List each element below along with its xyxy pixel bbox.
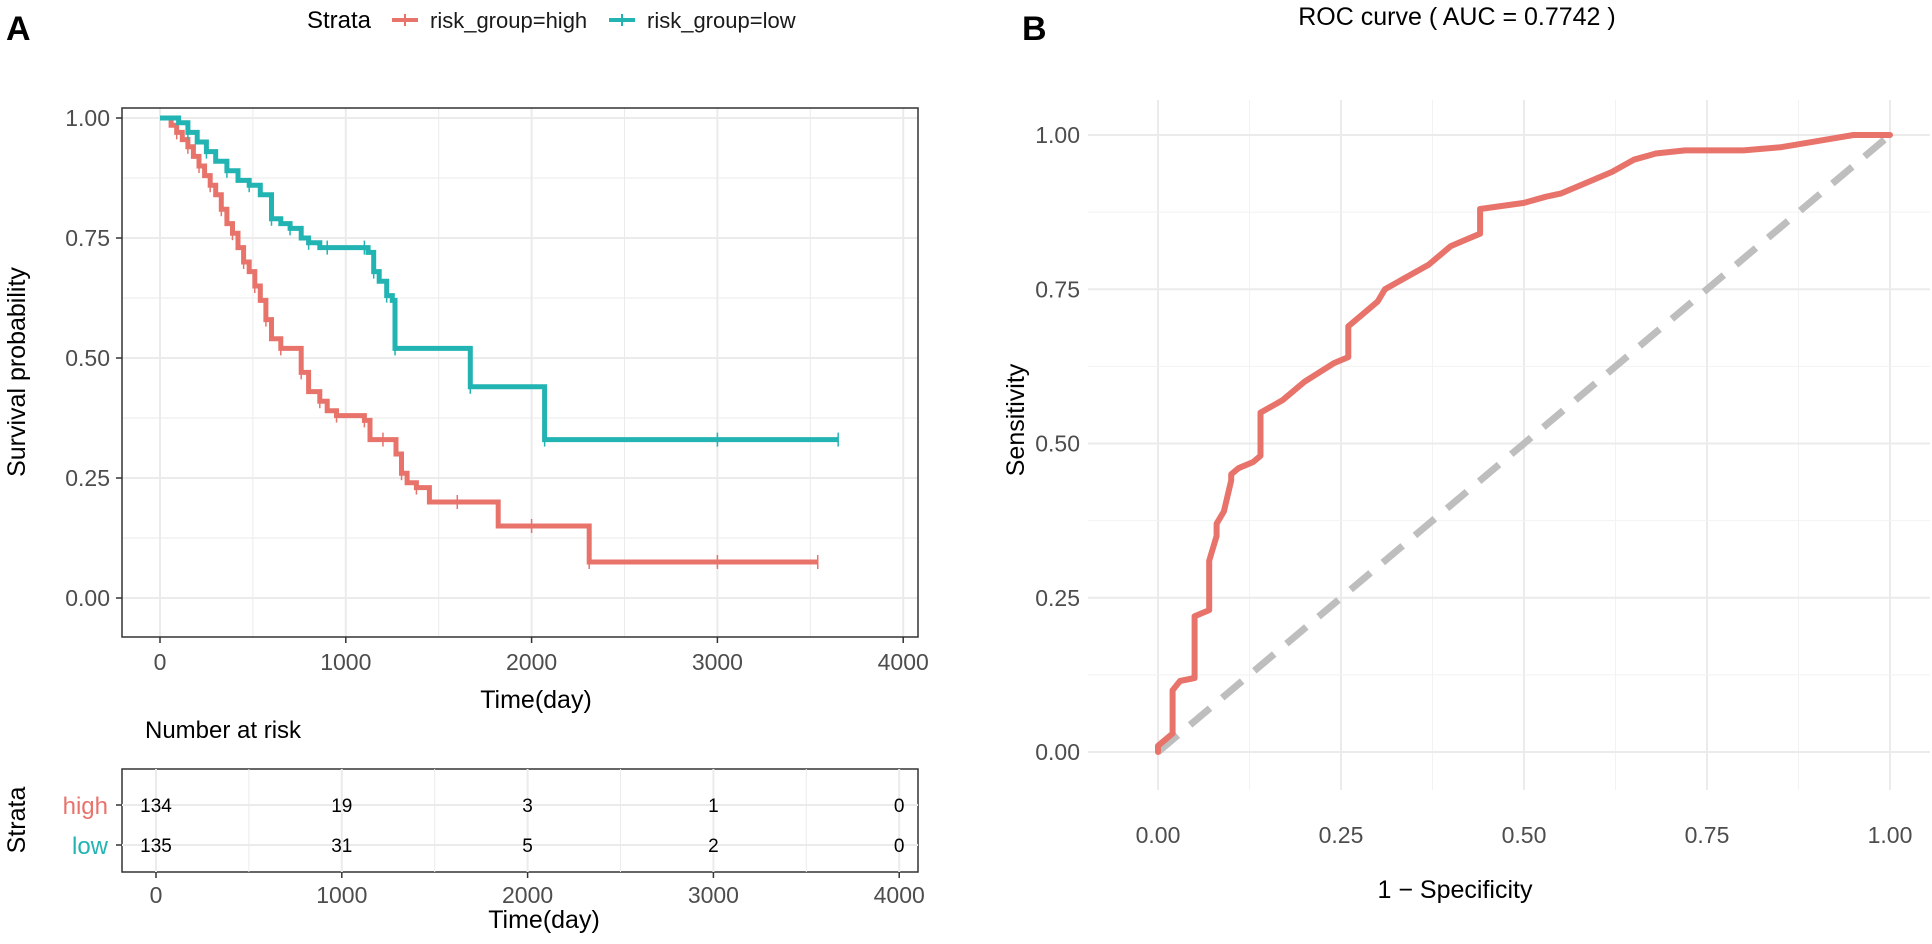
risk-strata-axis-title: Strata bbox=[3, 787, 31, 854]
km-y-tick-label: 0.75 bbox=[65, 225, 110, 251]
risk-cell-high: 1 bbox=[708, 796, 719, 817]
risk-row-label-low: low bbox=[72, 833, 109, 860]
risk-x-tick-label: 4000 bbox=[874, 882, 925, 908]
roc-y-tick-label: 1.00 bbox=[1035, 122, 1080, 148]
km-x-tick-label: 1000 bbox=[320, 649, 371, 675]
km-plot-panel bbox=[122, 108, 918, 637]
panel-label-b: B bbox=[1022, 10, 1047, 48]
risk-x-tick-label: 1000 bbox=[316, 882, 367, 908]
risk-x-tick-label: 3000 bbox=[688, 882, 739, 908]
risk-cell-low: 135 bbox=[140, 836, 172, 857]
risk-cell-high: 3 bbox=[522, 796, 533, 817]
legend-low-label: risk_group=low bbox=[647, 8, 796, 33]
risk-cell-high: 0 bbox=[894, 796, 905, 817]
risk-x-axis-title: Time(day) bbox=[488, 906, 600, 934]
roc-x-tick-label: 0.50 bbox=[1502, 822, 1547, 848]
roc-y-tick-label: 0.75 bbox=[1035, 276, 1080, 302]
roc-grid bbox=[1088, 100, 1930, 790]
roc-x-axis-title: 1 − Specificity bbox=[1378, 876, 1533, 904]
roc-y-axis-title: Sensitivity bbox=[1002, 363, 1030, 476]
panel-label-a: A bbox=[6, 10, 31, 48]
km-x-tick-label: 0 bbox=[154, 649, 167, 675]
km-x-axis-title: Time(day) bbox=[480, 686, 592, 714]
risk-grid bbox=[122, 769, 918, 872]
km-series bbox=[160, 115, 839, 569]
km-grid bbox=[122, 108, 918, 637]
risk-x-ticks: 0 1000 2000 3000 4000 bbox=[150, 872, 925, 908]
legend-high-label: risk_group=high bbox=[430, 8, 587, 33]
roc-curve bbox=[1155, 132, 1893, 755]
roc-x-tick-label: 1.00 bbox=[1868, 822, 1913, 848]
risk-table-panel bbox=[121, 768, 919, 873]
km-x-tick-label: 2000 bbox=[506, 649, 557, 675]
km-y-ticks: 0.00 0.25 0.50 0.75 1.00 bbox=[65, 105, 122, 611]
km-y-tick-label: 1.00 bbox=[65, 105, 110, 131]
roc-y-tick-label: 0.00 bbox=[1035, 739, 1080, 765]
roc-reference-line bbox=[1155, 132, 1893, 755]
roc-x-tick-label: 0.75 bbox=[1685, 822, 1730, 848]
km-plot-border bbox=[121, 107, 919, 638]
roc-y-tick-label: 0.50 bbox=[1035, 431, 1080, 457]
risk-table-row-labels: high low bbox=[63, 793, 122, 860]
km-y-tick-label: 0.00 bbox=[65, 585, 110, 611]
risk-cell-high: 19 bbox=[331, 796, 352, 817]
risk-row-label-high: high bbox=[63, 793, 108, 820]
roc-plot: ROC curve ( AUC = 0.7742 ) 0.000.250.500… bbox=[1002, 3, 1930, 904]
roc-x-tick-label: 0.25 bbox=[1319, 822, 1364, 848]
legend-title: Strata bbox=[307, 7, 372, 34]
km-y-axis-title: Survival probability bbox=[3, 267, 31, 477]
roc-x-tick-label: 0.00 bbox=[1136, 822, 1181, 848]
risk-x-tick-label: 0 bbox=[150, 882, 163, 908]
risk-cell-high: 134 bbox=[140, 796, 172, 817]
km-x-tick-label: 3000 bbox=[692, 649, 743, 675]
roc-x-ticks: 0.00 0.25 0.50 0.75 1.00 bbox=[1136, 822, 1913, 848]
km-y-tick-label: 0.50 bbox=[65, 345, 110, 371]
risk-cell-low: 31 bbox=[331, 836, 352, 857]
risk-table-title: Number at risk bbox=[145, 717, 302, 744]
risk-x-tick-label: 2000 bbox=[502, 882, 553, 908]
legend: Strata risk_group=high risk_group=low bbox=[307, 7, 796, 34]
km-x-tick-label: 4000 bbox=[878, 649, 929, 675]
risk-cell-low: 2 bbox=[708, 836, 719, 857]
km-plot: 0.00 0.25 0.50 0.75 1.00 0 1000 2000 3000 4000 S… bbox=[3, 105, 929, 714]
roc-title: ROC curve ( AUC = 0.7742 ) bbox=[1298, 3, 1615, 31]
km-x-ticks: 0 1000 2000 3000 4000 bbox=[154, 637, 929, 675]
risk-cell-low: 0 bbox=[894, 836, 905, 857]
roc-y-tick-label: 0.25 bbox=[1035, 585, 1080, 611]
km-y-tick-label: 0.25 bbox=[65, 465, 110, 491]
roc-y-ticks: 0.00 0.25 0.50 0.75 1.00 bbox=[1035, 122, 1080, 765]
risk-cell-low: 5 bbox=[522, 836, 533, 857]
roc-series bbox=[1155, 132, 1893, 755]
